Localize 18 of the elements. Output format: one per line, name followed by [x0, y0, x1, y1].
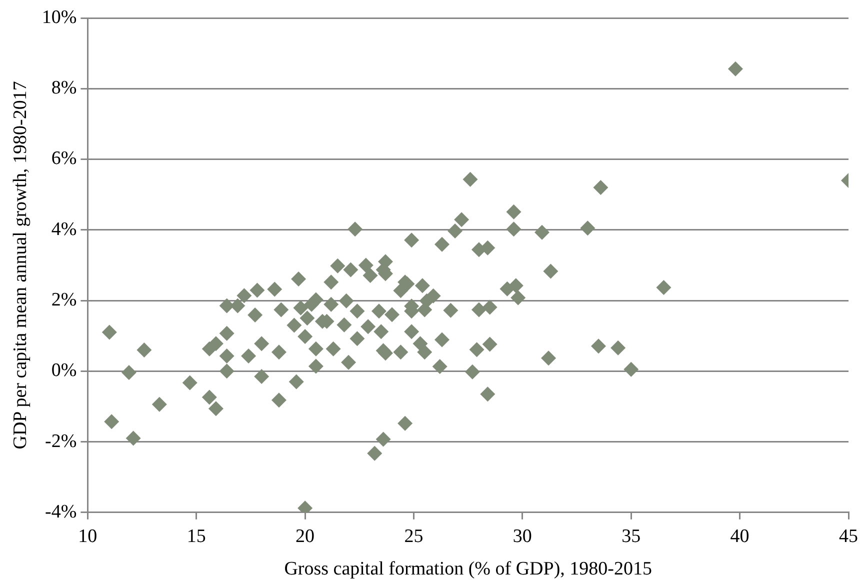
y-tick-label: 0% [51, 360, 77, 382]
x-tick-label: 35 [622, 526, 641, 547]
x-tick-label: 30 [512, 526, 532, 547]
x-tick-label: 10 [78, 526, 98, 547]
y-tick-label: -2% [45, 430, 77, 452]
x-axis-title: Gross capital formation (% of GDP), 1980-2015 [284, 558, 652, 580]
x-tick-label: 15 [186, 526, 206, 547]
x-tick-label: 45 [839, 526, 858, 547]
y-tick-label: 6% [51, 148, 77, 170]
x-tick-label: 25 [404, 526, 424, 547]
y-tick-label: 10% [42, 6, 77, 28]
y-tick-label: 8% [51, 78, 77, 99]
y-axis-title: GDP per capita mean annual growth, 1980-2017 [10, 81, 31, 450]
y-tick-label: 4% [51, 218, 77, 240]
y-tick-label: 2% [51, 290, 77, 310]
y-tick-label: -4% [45, 501, 77, 522]
x-tick-label: 40 [730, 526, 750, 547]
x-tick-label: 20 [296, 526, 315, 547]
